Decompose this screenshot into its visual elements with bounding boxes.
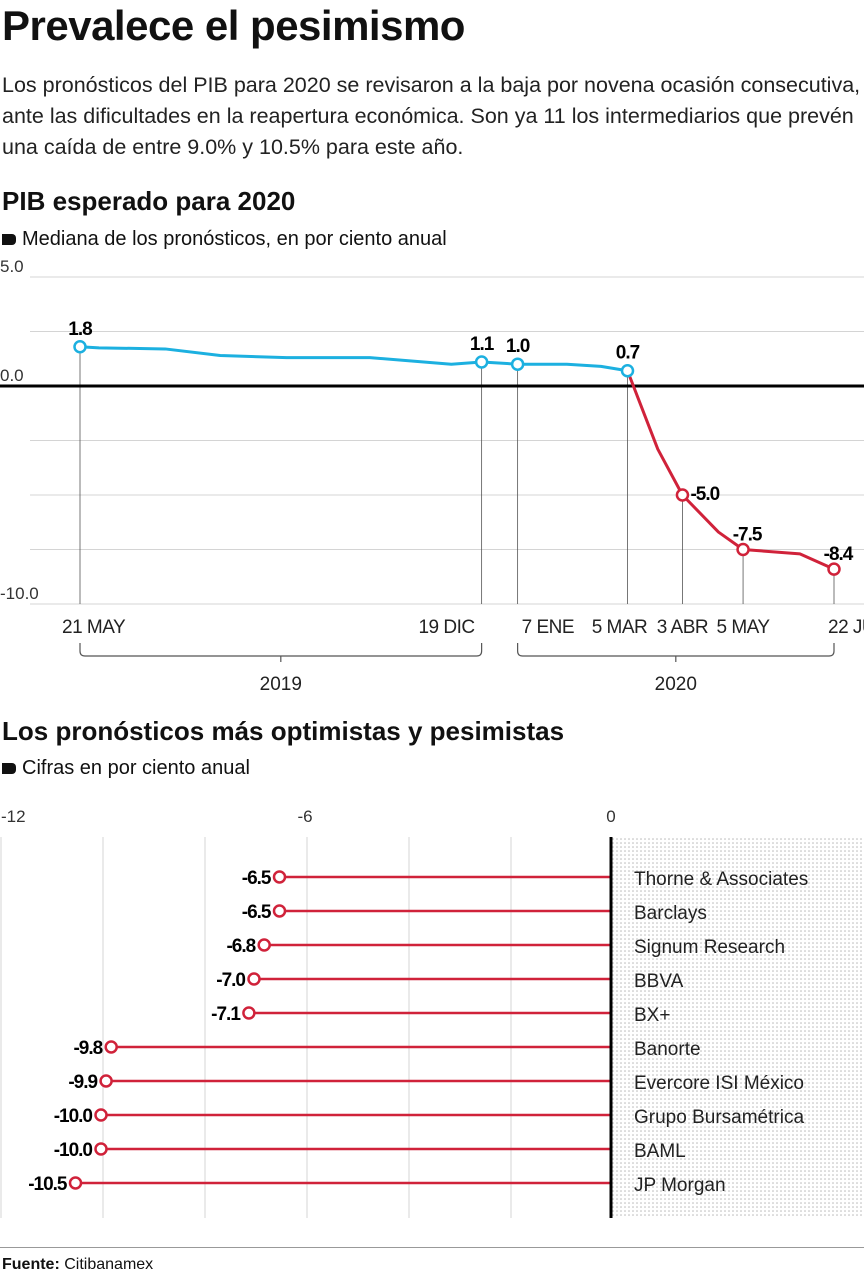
x-tick-label: 7 ENE bbox=[522, 617, 574, 638]
value-label: -7.1 bbox=[211, 1004, 241, 1025]
value-label: -6.8 bbox=[226, 936, 255, 957]
x-tick-label: 22 JUN bbox=[828, 617, 864, 638]
line-chart: 5.0 0.0 -10.0 1.8 1.1 1.0 0.7 -5.0 -7.5 -8.4 21 MA… bbox=[0, 257, 864, 695]
value-label: -7.0 bbox=[216, 970, 245, 991]
lollipop-point bbox=[99, 1074, 113, 1088]
series-line-stable bbox=[79, 345, 628, 373]
x-tick-label: 21 MAY bbox=[62, 617, 126, 638]
lollipop-point bbox=[257, 938, 271, 952]
value-label: -9.8 bbox=[73, 1038, 102, 1059]
data-label: 1.1 bbox=[470, 334, 495, 355]
data-point bbox=[827, 562, 841, 576]
lollipop-point bbox=[104, 1040, 118, 1054]
x-tick-label: -6 bbox=[297, 807, 312, 826]
chart2-title: Los pronósticos más optimistas y pesimis… bbox=[2, 716, 565, 746]
data-point bbox=[736, 542, 750, 557]
lollipop-point bbox=[68, 1176, 83, 1190]
chart1-subtitle: Mediana de los pronósticos, en por cient… bbox=[2, 228, 447, 251]
category-label: Evercore ISI México bbox=[634, 1073, 804, 1094]
category-label: BBVA bbox=[634, 971, 684, 992]
lollipop-point bbox=[247, 972, 261, 986]
dotted-background bbox=[611, 837, 864, 1218]
lollipop-point bbox=[242, 1006, 256, 1020]
chart1-title: PIB esperado para 2020 bbox=[2, 186, 296, 216]
x-tick-label: 19 DIC bbox=[418, 617, 474, 638]
data-label: -5.0 bbox=[690, 484, 719, 505]
x-tick-label: 3 ABR bbox=[657, 617, 708, 638]
x-tick-label: 0 bbox=[606, 807, 615, 826]
lollipop-point bbox=[94, 1142, 108, 1156]
category-label: JP Morgan bbox=[634, 1175, 726, 1196]
data-point bbox=[73, 340, 87, 354]
category-label: BAML bbox=[634, 1141, 686, 1162]
bullet-icon bbox=[2, 234, 16, 245]
y-tick-label: 0.0 bbox=[0, 366, 24, 385]
x-tick-label: 5 MAY bbox=[717, 617, 771, 638]
chart2-subtitle: Cifras en por ciento anual bbox=[2, 757, 250, 780]
value-label: -9.9 bbox=[68, 1072, 97, 1093]
lollipop-point bbox=[94, 1108, 108, 1122]
value-label: -10.0 bbox=[54, 1106, 93, 1127]
intro-text: Los pronósticos del PIB para 2020 se rev… bbox=[2, 73, 861, 159]
data-label: 1.0 bbox=[506, 336, 530, 357]
lollipop-point bbox=[272, 904, 287, 918]
year-label: 2019 bbox=[260, 674, 302, 695]
footer-divider bbox=[0, 1247, 864, 1248]
value-label: -6.5 bbox=[242, 902, 272, 923]
y-tick-label: -10.0 bbox=[0, 584, 39, 603]
year-label: 2020 bbox=[655, 674, 697, 695]
footer-source: Fuente: Citibanamex bbox=[2, 1256, 153, 1274]
bullet-icon bbox=[2, 763, 16, 774]
data-label: 0.7 bbox=[616, 343, 640, 364]
series-line-decline bbox=[626, 370, 835, 571]
lollipop-point bbox=[272, 870, 287, 884]
lollipop-chart: -12 -6 0 -6.5 Thorne & Associates -6.5 Barclay… bbox=[0, 807, 864, 1218]
category-label: Signum Research bbox=[634, 937, 785, 958]
data-label: 1.8 bbox=[68, 319, 92, 340]
category-label: Grupo Bursamétrica bbox=[634, 1107, 804, 1128]
category-label: BX+ bbox=[634, 1005, 670, 1026]
data-label: -8.4 bbox=[824, 544, 854, 565]
source-label: Fuente: bbox=[2, 1256, 60, 1273]
data-point bbox=[620, 363, 635, 378]
category-label: Banorte bbox=[634, 1039, 701, 1060]
page-title: Prevalece el pesimismo bbox=[2, 2, 465, 49]
source-value: Citibanamex bbox=[64, 1256, 154, 1273]
value-label: -10.0 bbox=[54, 1140, 93, 1161]
chart2-subtitle-text: Cifras en por ciento anual bbox=[22, 757, 250, 779]
x-tick-label: -12 bbox=[1, 807, 26, 826]
value-label: -10.5 bbox=[28, 1174, 68, 1195]
data-point bbox=[675, 488, 690, 502]
category-label: Barclays bbox=[634, 903, 707, 924]
data-point bbox=[474, 355, 489, 369]
category-label: Thorne & Associates bbox=[634, 869, 808, 890]
chart1-subtitle-text: Mediana de los pronósticos, en por cient… bbox=[22, 228, 447, 250]
value-label: -6.5 bbox=[242, 868, 272, 889]
y-tick-label: 5.0 bbox=[0, 257, 24, 276]
data-point bbox=[510, 357, 525, 371]
year-bracket bbox=[517, 643, 835, 662]
x-tick-label: 5 MAR bbox=[592, 617, 648, 638]
data-label: -7.5 bbox=[733, 525, 763, 546]
year-bracket bbox=[79, 643, 483, 662]
